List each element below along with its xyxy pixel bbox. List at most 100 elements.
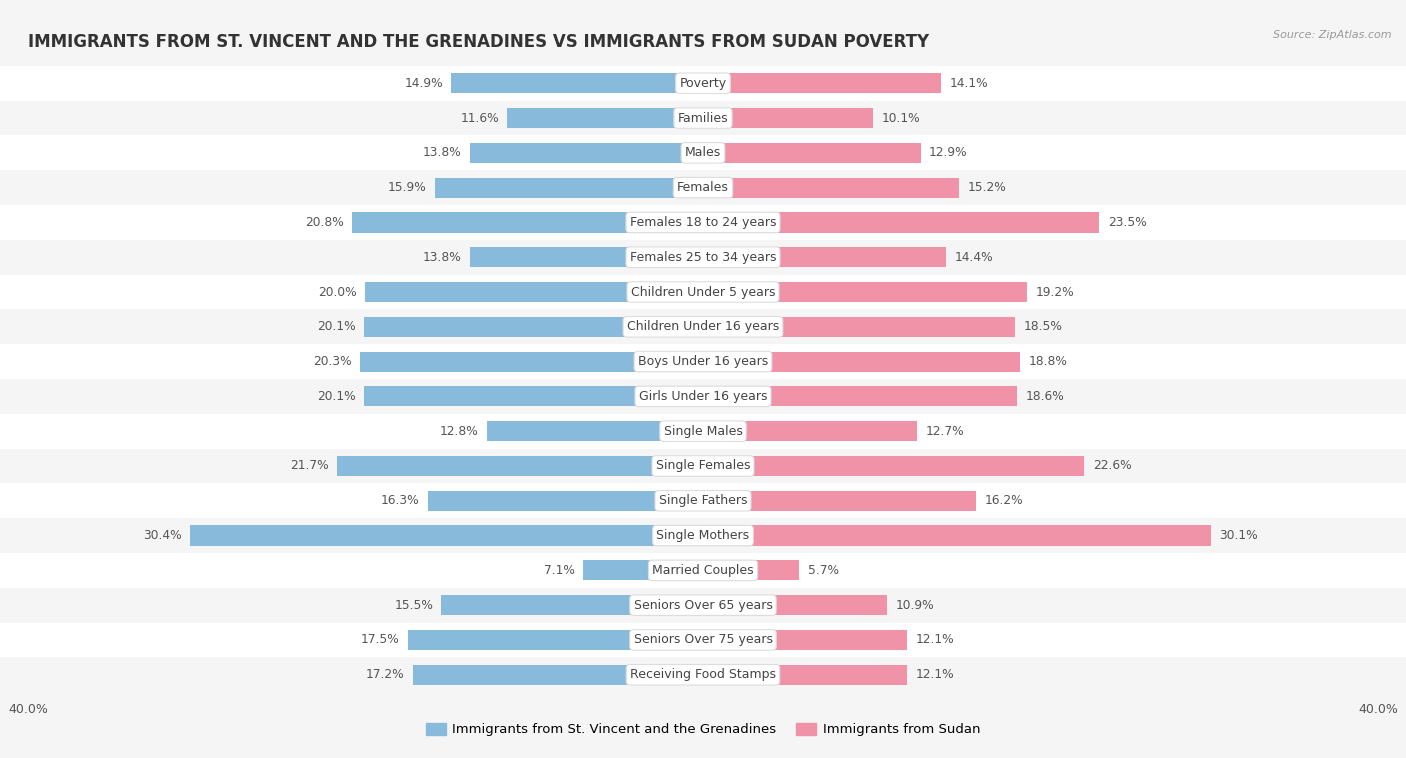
Bar [0, 657, 1406, 692]
Text: Seniors Over 65 years: Seniors Over 65 years [634, 599, 772, 612]
Text: 18.6%: 18.6% [1025, 390, 1064, 403]
Bar [441, 595, 703, 615]
Bar [0, 66, 1406, 101]
Text: 20.0%: 20.0% [319, 286, 357, 299]
Bar [451, 74, 703, 93]
Text: 16.2%: 16.2% [984, 494, 1024, 507]
Bar [703, 108, 873, 128]
Bar [0, 136, 1406, 171]
Bar [508, 108, 703, 128]
Text: Girls Under 16 years: Girls Under 16 years [638, 390, 768, 403]
Bar [413, 665, 703, 684]
Bar [0, 414, 1406, 449]
Text: 12.1%: 12.1% [915, 669, 955, 681]
Text: Single Males: Single Males [664, 424, 742, 437]
Legend: Immigrants from St. Vincent and the Grenadines, Immigrants from Sudan: Immigrants from St. Vincent and the Gren… [420, 718, 986, 741]
Bar [703, 247, 946, 268]
Text: Families: Families [678, 111, 728, 124]
Text: 20.1%: 20.1% [316, 321, 356, 334]
Text: 18.8%: 18.8% [1029, 355, 1067, 368]
Text: 15.9%: 15.9% [388, 181, 426, 194]
Text: Females: Females [678, 181, 728, 194]
Text: 12.1%: 12.1% [915, 634, 955, 647]
Text: Children Under 16 years: Children Under 16 years [627, 321, 779, 334]
Text: Females 18 to 24 years: Females 18 to 24 years [630, 216, 776, 229]
Text: 10.9%: 10.9% [896, 599, 934, 612]
Bar [703, 456, 1084, 476]
Bar [703, 317, 1015, 337]
Text: 14.4%: 14.4% [955, 251, 993, 264]
Text: 20.3%: 20.3% [314, 355, 352, 368]
Bar [434, 177, 703, 198]
Bar [703, 630, 907, 650]
Text: Single Fathers: Single Fathers [659, 494, 747, 507]
Text: 5.7%: 5.7% [807, 564, 838, 577]
Text: 18.5%: 18.5% [1024, 321, 1063, 334]
Text: 16.3%: 16.3% [381, 494, 419, 507]
Bar [0, 274, 1406, 309]
Text: Single Females: Single Females [655, 459, 751, 472]
Bar [0, 553, 1406, 587]
Text: 15.5%: 15.5% [394, 599, 433, 612]
Bar [703, 143, 921, 163]
Text: 17.2%: 17.2% [366, 669, 405, 681]
Text: Females 25 to 34 years: Females 25 to 34 years [630, 251, 776, 264]
Bar [470, 143, 703, 163]
Bar [366, 282, 703, 302]
Bar [352, 212, 703, 233]
Bar [703, 352, 1021, 371]
Bar [190, 525, 703, 546]
Bar [0, 484, 1406, 518]
Text: Single Mothers: Single Mothers [657, 529, 749, 542]
Text: 23.5%: 23.5% [1108, 216, 1147, 229]
Bar [703, 212, 1099, 233]
Bar [0, 240, 1406, 274]
Text: 11.6%: 11.6% [460, 111, 499, 124]
Text: 22.6%: 22.6% [1092, 459, 1132, 472]
Bar [337, 456, 703, 476]
Text: 15.2%: 15.2% [967, 181, 1007, 194]
Text: IMMIGRANTS FROM ST. VINCENT AND THE GRENADINES VS IMMIGRANTS FROM SUDAN POVERTY: IMMIGRANTS FROM ST. VINCENT AND THE GREN… [28, 33, 929, 51]
Text: Children Under 5 years: Children Under 5 years [631, 286, 775, 299]
Bar [0, 309, 1406, 344]
Text: 20.8%: 20.8% [305, 216, 343, 229]
Text: 30.1%: 30.1% [1219, 529, 1258, 542]
Text: Poverty: Poverty [679, 77, 727, 89]
Bar [0, 101, 1406, 136]
Text: 17.5%: 17.5% [360, 634, 399, 647]
Bar [703, 560, 799, 581]
Text: 20.1%: 20.1% [316, 390, 356, 403]
Text: Married Couples: Married Couples [652, 564, 754, 577]
Text: 13.8%: 13.8% [423, 251, 461, 264]
Text: 30.4%: 30.4% [143, 529, 181, 542]
Bar [0, 518, 1406, 553]
Text: Boys Under 16 years: Boys Under 16 years [638, 355, 768, 368]
Text: 14.1%: 14.1% [949, 77, 988, 89]
Bar [703, 490, 976, 511]
Text: Seniors Over 75 years: Seniors Over 75 years [634, 634, 772, 647]
Bar [703, 282, 1026, 302]
Text: 12.9%: 12.9% [929, 146, 967, 159]
Text: 7.1%: 7.1% [544, 564, 575, 577]
Text: 21.7%: 21.7% [290, 459, 329, 472]
Bar [0, 587, 1406, 622]
Bar [0, 171, 1406, 205]
Text: 14.9%: 14.9% [405, 77, 443, 89]
Bar [703, 387, 1017, 406]
Bar [703, 595, 887, 615]
Bar [486, 421, 703, 441]
Text: 12.8%: 12.8% [440, 424, 478, 437]
Text: Source: ZipAtlas.com: Source: ZipAtlas.com [1274, 30, 1392, 40]
Bar [0, 205, 1406, 240]
Bar [703, 74, 941, 93]
Bar [364, 317, 703, 337]
Text: Males: Males [685, 146, 721, 159]
Bar [583, 560, 703, 581]
Bar [703, 665, 907, 684]
Bar [0, 344, 1406, 379]
Bar [0, 622, 1406, 657]
Text: 12.7%: 12.7% [925, 424, 965, 437]
Text: 10.1%: 10.1% [882, 111, 921, 124]
Bar [703, 525, 1211, 546]
Bar [0, 379, 1406, 414]
